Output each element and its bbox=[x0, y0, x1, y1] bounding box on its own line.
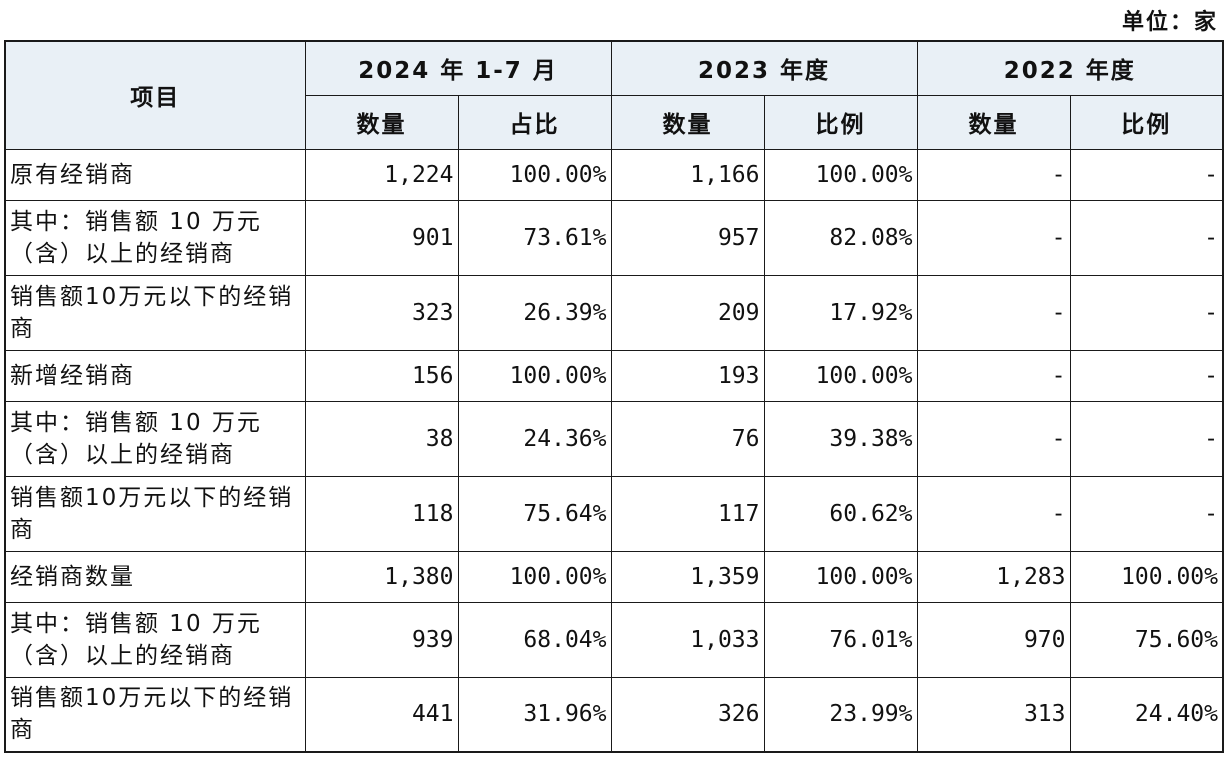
table-cell: 100.00% bbox=[763, 349, 918, 402]
table-cell: - bbox=[916, 475, 1071, 552]
table-cell: 1,359 bbox=[610, 550, 765, 603]
table-cell: 75.60% bbox=[1069, 601, 1224, 678]
table-row: 销售额10万元以下的经销商 118 75.64% 117 60.62% - - bbox=[4, 475, 1224, 552]
table-cell: 100.00% bbox=[457, 349, 612, 402]
subheader-ratio: 比例 bbox=[1069, 94, 1224, 150]
table-cell: 76 bbox=[610, 400, 765, 477]
header-row-subheaders: 数量 占比 数量 比例 数量 比例 bbox=[5, 94, 1224, 150]
table-cell: 24.36% bbox=[457, 400, 612, 477]
header-period-2024: 2024 年 1-7 月 bbox=[304, 40, 612, 96]
header-item: 项目 bbox=[4, 40, 306, 150]
table-cell: 1,380 bbox=[304, 550, 459, 603]
table-cell: 100.00% bbox=[763, 550, 918, 603]
table-cell: 1,166 bbox=[610, 148, 765, 201]
table-cell: 313 bbox=[916, 676, 1071, 753]
table-cell: 60.62% bbox=[763, 475, 918, 552]
row-label: 经销商数量 bbox=[4, 550, 306, 603]
row-label: 其中：销售额 10 万元（含）以上的经销商 bbox=[4, 400, 306, 477]
row-label: 其中：销售额 10 万元（含）以上的经销商 bbox=[4, 199, 306, 276]
table-cell: 326 bbox=[610, 676, 765, 753]
header-period-2022: 2022 年度 bbox=[916, 40, 1224, 96]
header-period-2023: 2023 年度 bbox=[610, 40, 918, 96]
table-cell: 31.96% bbox=[457, 676, 612, 753]
table-cell: 118 bbox=[304, 475, 459, 552]
table-cell: - bbox=[1069, 349, 1224, 402]
table-row: 销售额10万元以下的经销商 323 26.39% 209 17.92% - - bbox=[4, 274, 1224, 351]
table-cell: 1,224 bbox=[304, 148, 459, 201]
table-cell: - bbox=[916, 400, 1071, 477]
table-row: 经销商数量 1,380 100.00% 1,359 100.00% 1,283 … bbox=[4, 550, 1224, 603]
table-cell: 1,283 bbox=[916, 550, 1071, 603]
table-cell: 82.08% bbox=[763, 199, 918, 276]
table-cell: 100.00% bbox=[763, 148, 918, 201]
table-cell: 193 bbox=[610, 349, 765, 402]
table-cell: 939 bbox=[304, 601, 459, 678]
table-cell: 100.00% bbox=[1069, 550, 1224, 603]
subheader-count: 数量 bbox=[304, 94, 459, 150]
unit-label: 单位：家 bbox=[1121, 10, 1218, 35]
table-cell: - bbox=[916, 199, 1071, 276]
table-cell: 39.38% bbox=[763, 400, 918, 477]
subheader-share: 占比 bbox=[457, 94, 612, 150]
table-cell: 156 bbox=[304, 349, 459, 402]
row-label: 销售额10万元以下的经销商 bbox=[4, 274, 306, 351]
table-cell: 17.92% bbox=[763, 274, 918, 351]
table-row: 销售额10万元以下的经销商 441 31.96% 326 23.99% 313 … bbox=[4, 676, 1224, 753]
table-cell: 901 bbox=[304, 199, 459, 276]
subheader-count: 数量 bbox=[610, 94, 765, 150]
table-cell: - bbox=[916, 349, 1071, 402]
table-cell: 323 bbox=[304, 274, 459, 351]
table-cell: 100.00% bbox=[457, 550, 612, 603]
table-row: 其中：销售额 10 万元（含）以上的经销商 38 24.36% 76 39.38… bbox=[4, 400, 1224, 477]
table-cell: - bbox=[1069, 475, 1224, 552]
table-cell: - bbox=[916, 274, 1071, 351]
table-cell: 441 bbox=[304, 676, 459, 753]
table-cell: 23.99% bbox=[763, 676, 918, 753]
table-cell: 957 bbox=[610, 199, 765, 276]
table-cell: 68.04% bbox=[457, 601, 612, 678]
row-label: 其中：销售额 10 万元（含）以上的经销商 bbox=[4, 601, 306, 678]
row-label: 销售额10万元以下的经销商 bbox=[4, 676, 306, 753]
table-cell: 100.00% bbox=[457, 148, 612, 201]
header-row-periods: 项目 2024 年 1-7 月 2023 年度 2022 年度 bbox=[4, 40, 1224, 150]
table-cell: - bbox=[1069, 199, 1224, 276]
table-cell: - bbox=[1069, 148, 1224, 201]
table-cell: - bbox=[916, 148, 1071, 201]
table-cell: 73.61% bbox=[457, 199, 612, 276]
row-label: 原有经销商 bbox=[4, 148, 306, 201]
distributor-table: 项目 2024 年 1-7 月 2023 年度 2022 年度 数量 占比 数量… bbox=[4, 40, 1224, 753]
subheader-count: 数量 bbox=[916, 94, 1071, 150]
row-label: 新增经销商 bbox=[4, 349, 306, 402]
table-cell: 75.64% bbox=[457, 475, 612, 552]
subheader-ratio: 比例 bbox=[763, 94, 918, 150]
table-cell: 1,033 bbox=[610, 601, 765, 678]
table-cell: 117 bbox=[610, 475, 765, 552]
table-row: 其中：销售额 10 万元（含）以上的经销商 939 68.04% 1,033 7… bbox=[4, 601, 1224, 678]
table-cell: 24.40% bbox=[1069, 676, 1224, 753]
table-cell: - bbox=[1069, 400, 1224, 477]
row-label: 销售额10万元以下的经销商 bbox=[4, 475, 306, 552]
table-cell: 26.39% bbox=[457, 274, 612, 351]
table-cell: 76.01% bbox=[763, 601, 918, 678]
table-row: 原有经销商 1,224 100.00% 1,166 100.00% - - bbox=[4, 148, 1224, 201]
table-row: 新增经销商 156 100.00% 193 100.00% - - bbox=[4, 349, 1224, 402]
table-cell: 970 bbox=[916, 601, 1071, 678]
table-cell: 209 bbox=[610, 274, 765, 351]
table-cell: - bbox=[1069, 274, 1224, 351]
table-cell: 38 bbox=[304, 400, 459, 477]
table-row: 其中：销售额 10 万元（含）以上的经销商 901 73.61% 957 82.… bbox=[4, 199, 1224, 276]
